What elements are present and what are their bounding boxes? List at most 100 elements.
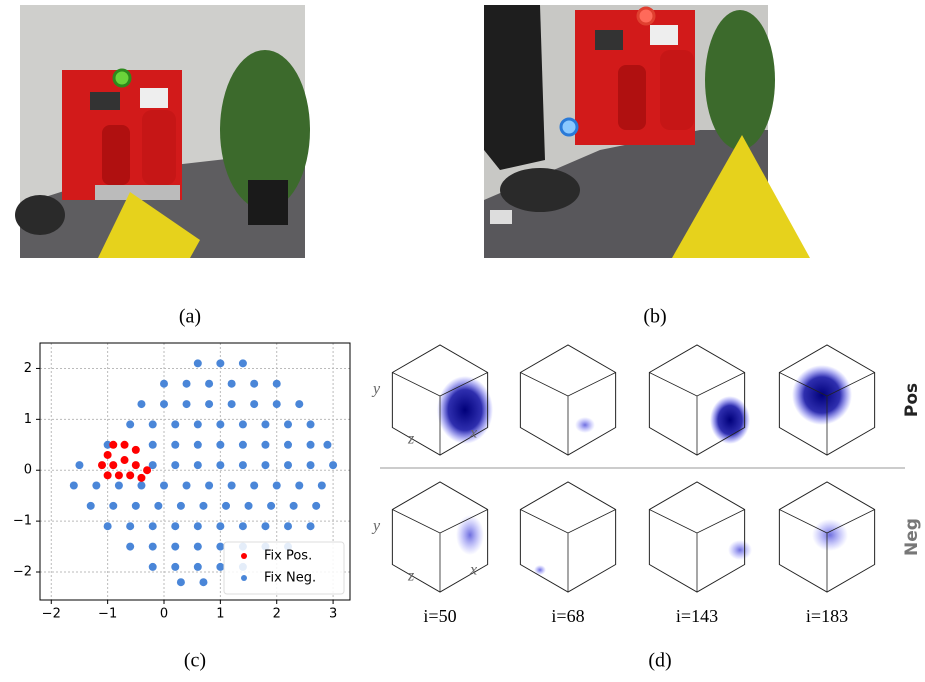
point	[109, 441, 117, 449]
point	[307, 522, 315, 530]
point	[149, 420, 157, 428]
point	[239, 420, 247, 428]
axis-label: z	[407, 431, 415, 448]
point	[194, 522, 202, 530]
point	[160, 400, 168, 408]
y-tick-label: 0	[24, 463, 32, 478]
point	[137, 400, 145, 408]
panel-label: (c)	[184, 650, 206, 672]
column-label: i=183	[806, 606, 848, 626]
point	[109, 461, 117, 469]
point	[171, 461, 179, 469]
cube-edge	[392, 373, 440, 397]
x-tick-label: 3	[329, 607, 337, 622]
point	[318, 481, 326, 489]
point	[126, 471, 134, 479]
point	[149, 522, 157, 530]
point	[132, 446, 140, 454]
point	[239, 441, 247, 449]
point	[171, 522, 179, 530]
point	[194, 359, 202, 367]
point	[205, 481, 213, 489]
cube-grid: yzxPosyzxNegi=50i=68i=143i=183	[371, 345, 922, 626]
point	[199, 502, 207, 510]
point	[323, 441, 331, 449]
point	[295, 400, 303, 408]
point	[261, 441, 269, 449]
point	[109, 502, 117, 510]
legend-label: Fix Pos.	[264, 549, 312, 564]
point	[126, 543, 134, 551]
density-blob	[812, 519, 848, 551]
point	[177, 502, 185, 510]
point	[177, 578, 185, 586]
column-label: i=68	[551, 606, 584, 626]
point	[115, 471, 123, 479]
point	[239, 461, 247, 469]
point	[199, 578, 207, 586]
point	[216, 359, 224, 367]
point	[261, 461, 269, 469]
photo-b	[484, 5, 810, 258]
y-tick-label: 2	[24, 361, 32, 376]
point	[329, 461, 337, 469]
point	[137, 474, 145, 482]
point	[216, 563, 224, 571]
point	[194, 543, 202, 551]
point	[250, 380, 258, 388]
cube-edge	[520, 510, 568, 534]
point	[239, 522, 247, 530]
figure: (a) (b) (c) (d) −2−10123−2−1012Fix Pos.F…	[0, 0, 925, 682]
point	[98, 461, 106, 469]
axis-label: z	[407, 568, 415, 585]
point	[87, 502, 95, 510]
axis-label: x	[469, 562, 477, 579]
point	[245, 502, 253, 510]
point	[228, 400, 236, 408]
photo-a	[15, 5, 310, 258]
point	[307, 420, 315, 428]
panel-label: (d)	[648, 650, 671, 672]
point	[216, 543, 224, 551]
point	[273, 380, 281, 388]
point	[205, 380, 213, 388]
point	[261, 522, 269, 530]
x-tick-label: 1	[216, 607, 224, 622]
column-label: i=143	[676, 606, 718, 626]
cube-edge	[649, 373, 697, 397]
point	[126, 522, 134, 530]
point	[70, 481, 78, 489]
cube-edge	[520, 373, 568, 397]
scatter-plot: −2−10123−2−1012Fix Pos.Fix Neg.	[13, 343, 350, 622]
point	[284, 441, 292, 449]
legend-label: Fix Neg.	[264, 571, 316, 586]
density-blob	[728, 540, 752, 560]
column-label: i=50	[423, 606, 456, 626]
density-blob	[456, 515, 484, 555]
point	[284, 461, 292, 469]
point	[149, 441, 157, 449]
point	[228, 380, 236, 388]
point	[216, 441, 224, 449]
point	[126, 420, 134, 428]
point	[121, 441, 129, 449]
point	[273, 400, 281, 408]
point	[154, 502, 162, 510]
point	[307, 461, 315, 469]
point	[222, 502, 230, 510]
point	[290, 502, 298, 510]
cube-edge	[568, 510, 616, 534]
point	[312, 502, 320, 510]
axis-label: y	[371, 518, 381, 535]
panel-label: (b)	[643, 306, 666, 328]
point	[183, 481, 191, 489]
point	[194, 441, 202, 449]
density-blob	[437, 376, 493, 444]
point	[171, 441, 179, 449]
point	[160, 481, 168, 489]
density-blob	[710, 396, 750, 444]
row-label: Neg	[902, 518, 922, 556]
legend-marker	[241, 575, 247, 581]
point	[194, 461, 202, 469]
cube-edge	[697, 373, 745, 397]
